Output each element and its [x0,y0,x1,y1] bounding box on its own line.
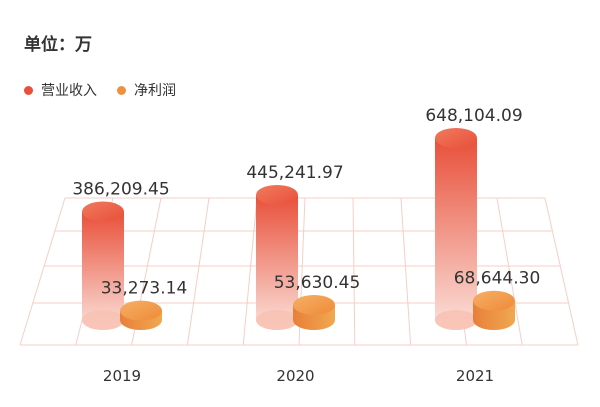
revenue-bar-2021 [435,138,477,330]
unit-label: 单位：万 [24,35,92,55]
revenue-bar-base-2021 [435,310,477,330]
legend-label-profit: 净利润 [134,83,176,99]
revenue-bar-base-2020 [256,310,298,330]
revenue-value-label-2019: 386,209.45 [72,180,169,200]
profit-value-label-2021: 68,644.30 [454,269,541,289]
revenue-value-label-2021: 648,104.09 [425,106,522,126]
revenue-bar-2020 [256,194,298,330]
x-tick-label-2019: 2019 [103,367,141,385]
labels-layer: 386,209.45 33,273.14 2019 445,241.97 53,630.… [72,106,540,385]
grid-line-v [242,197,258,346]
revenue-value-label-2020: 445,241.97 [246,163,343,183]
chart-legend: 营业收入 净利润 [24,80,176,100]
legend-dot-revenue [24,85,33,95]
revenue-bar-top-2020 [256,184,298,205]
legend-item-profit[interactable]: 净利润 [117,80,176,100]
revenue-bar-2019 [82,211,124,330]
profit-value-label-2020: 53,630.45 [274,273,361,293]
grid-line-v [400,197,412,346]
x-tick-label-2021: 2021 [456,367,494,385]
revenue-bar-base-2019 [82,310,124,330]
revenue-bar-top-2019 [82,201,124,222]
legend-dot-profit [117,85,126,95]
legend-item-revenue[interactable]: 营业收入 [24,80,97,100]
legend-label-revenue: 营业收入 [41,83,97,99]
grid-line-v [186,197,210,346]
profit-bar-top-2020 [293,294,335,315]
grid-line-v [544,197,579,346]
profit-bar-top-2021 [473,290,515,311]
grid-line-v [496,197,523,346]
x-tick-label-2020: 2020 [276,367,314,385]
bars-layer [82,128,515,330]
profit-bar-top-2019 [120,300,162,321]
revenue-bar-top-2021 [435,128,477,148]
grid-line-v [19,197,66,346]
profit-value-label-2019: 33,273.14 [101,279,188,299]
grid-line-v [352,197,356,346]
